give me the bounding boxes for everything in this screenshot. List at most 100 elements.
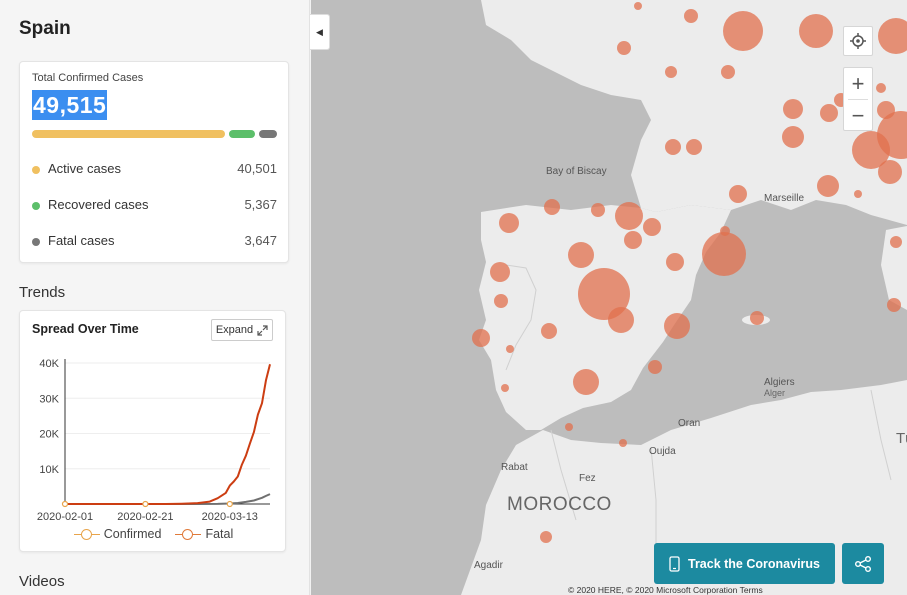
videos-heading: Videos [19,573,65,590]
land-north-africa [461,380,907,595]
case-bubble[interactable] [565,423,573,431]
stat-recovered: Recovered cases 5,367 [32,197,277,215]
chart-legend: Confirmed Fatal [20,527,287,541]
case-bubble[interactable] [890,236,902,248]
case-bubble[interactable] [750,311,764,325]
case-bubble[interactable] [624,231,642,249]
case-bubble[interactable] [799,14,833,48]
minus-icon: − [851,102,865,128]
case-bubble[interactable] [634,2,642,10]
case-bubble[interactable] [472,329,490,347]
case-bubble[interactable] [876,83,886,93]
case-bubble[interactable] [578,268,630,320]
case-bubble[interactable] [877,101,895,119]
case-bubble[interactable] [782,126,804,148]
expand-button[interactable]: Expand [211,319,273,341]
x-tick-label: 2020-02-21 [117,511,173,523]
zoom-controls: + − [843,67,873,131]
map[interactable]: Bay of Biscay Marseille Algiers Alger Or… [311,0,907,595]
case-bubble[interactable] [723,11,763,51]
case-bubble[interactable] [878,18,907,54]
case-bubble[interactable] [721,65,735,79]
case-bubble[interactable] [573,369,599,395]
recovered-dot [32,202,40,210]
total-confirmed-label: Total Confirmed Cases [32,72,144,84]
case-bubble[interactable] [820,104,838,122]
case-bubble[interactable] [854,190,862,198]
summary-card: Total Confirmed Cases 49,515 Active case… [19,61,289,263]
map-canvas [461,0,907,595]
case-bubble[interactable] [490,262,510,282]
total-confirmed-value[interactable]: 49,515 [32,90,108,120]
case-bubble[interactable] [591,203,605,217]
case-bubble[interactable] [720,226,730,236]
expand-icon [257,324,268,336]
track-coronavirus-button[interactable]: Track the Coronavirus [654,543,835,584]
share-button[interactable] [842,543,884,584]
case-bubble[interactable] [494,294,508,308]
case-bubble[interactable] [648,360,662,374]
label-agadir: Agadir [474,560,503,571]
locate-button[interactable] [843,26,873,56]
zoom-divider [848,99,868,100]
case-bubble[interactable] [665,139,681,155]
stat-value: 3,647 [244,233,277,248]
case-bubble[interactable] [666,253,684,271]
map-copyright: © 2020 HERE, © 2020 Microsoft Corporatio… [568,585,763,595]
series-line-fatal [65,493,271,505]
series-point-marker [61,500,69,508]
land-sardinia [881,226,907,310]
series-point-marker [226,500,233,508]
zoom-in-button[interactable]: + [844,68,872,99]
case-bubble[interactable] [615,202,643,230]
track-label: Track the Coronavirus [688,556,820,571]
case-bubble[interactable] [783,99,803,119]
case-bubble[interactable] [664,313,690,339]
y-tick-label: 10K [39,464,59,476]
stat-label: Active cases [48,161,121,176]
phone-icon [669,555,680,572]
case-bubble[interactable] [684,9,698,23]
case-bubble[interactable] [501,384,509,392]
case-bubble[interactable] [729,185,747,203]
locate-icon [850,33,866,49]
case-bubble[interactable] [877,111,907,159]
legend-fatal[interactable]: Fatal [175,527,233,541]
case-bubble[interactable] [817,175,839,197]
case-bubble[interactable] [544,199,560,215]
x-tick-label: 2020-03-13 [202,511,258,523]
case-bubble[interactable] [540,531,552,543]
case-bubble[interactable] [541,323,557,339]
case-bubble[interactable] [643,218,661,236]
chart-title: Spread Over Time [32,322,139,336]
case-bubble[interactable] [887,298,901,312]
legend-confirmed[interactable]: Confirmed [73,527,161,541]
trend-chart[interactable]: 10K 20K 30K 40K 2020-02-01 2020-02-21 2020-03-… [20,347,287,527]
case-bubble[interactable] [506,345,514,353]
zoom-out-button[interactable]: − [844,100,872,131]
active-dot [32,166,40,174]
case-bubble[interactable] [568,242,594,268]
case-bubble[interactable] [619,439,627,447]
share-icon [855,555,871,572]
case-bubble[interactable] [686,139,702,155]
collapse-sidebar-button[interactable]: ◀ [310,14,330,50]
y-tick-label: 40K [39,358,59,370]
series-point-marker [142,500,149,508]
label-algiers: Algiers [764,377,795,388]
case-breakdown-bar [32,130,277,138]
case-bubble[interactable] [617,41,631,55]
case-bubble[interactable] [665,66,677,78]
case-bubble[interactable] [499,213,519,233]
label-tunisia: Tu [896,430,907,447]
sidebar: Spain Total Confirmed Cases 49,515 Activ… [0,0,310,595]
case-bubble[interactable] [702,232,746,276]
stat-value: 5,367 [244,197,277,212]
stat-value: 40,501 [237,161,277,176]
case-bubble[interactable] [878,160,902,184]
case-bubble[interactable] [608,307,634,333]
plus-icon: + [851,70,865,96]
legend-fatal-marker [175,528,202,540]
label-rabat: Rabat [501,462,528,473]
label-oujda: Oujda [649,446,676,457]
